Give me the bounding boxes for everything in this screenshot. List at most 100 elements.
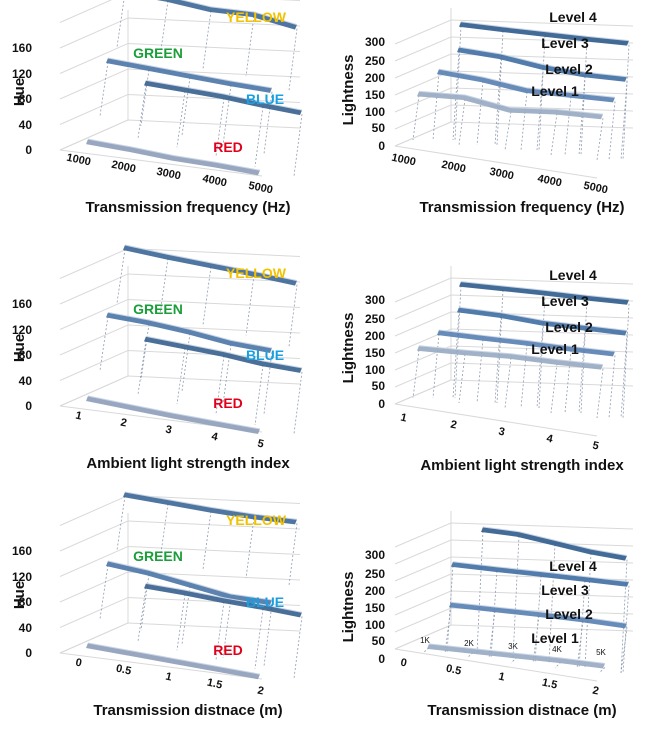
- y-tick-label: 0: [25, 143, 32, 157]
- drop-line: [596, 118, 604, 161]
- y-tick-label: 300: [365, 548, 385, 562]
- series-highlight: [418, 90, 604, 115]
- drop-line: [622, 303, 630, 419]
- x-tick-label: 4: [210, 431, 219, 444]
- series-label-level-4: Level 4: [549, 267, 597, 283]
- drop-line: [598, 667, 606, 674]
- y-tick-label: 120: [12, 67, 32, 81]
- series-highlight: [124, 244, 298, 282]
- chart-svg: 0 50 100 150 200 250 300 0 0.5 1 1.5 2 1K 2K 3K 4K 5K Lev…: [340, 511, 634, 719]
- x-tick-label: 5000: [247, 180, 273, 197]
- depth-tick-label: 2K: [464, 639, 474, 648]
- series-highlight: [107, 560, 273, 601]
- series-ribbon-yellow: [156, 0, 297, 30]
- drop-line: [496, 30, 504, 146]
- y-tick-label: 0: [25, 399, 32, 413]
- y-tick-label: 300: [365, 293, 385, 307]
- drop-line: [620, 334, 628, 419]
- y-tick-label: 100: [365, 105, 385, 119]
- axis-frame: [394, 403, 598, 437]
- y-axis-title: Hue: [11, 581, 28, 609]
- x-tick-label: 0: [399, 657, 407, 670]
- drop-line: [512, 535, 520, 659]
- x-tick-label: 4: [545, 433, 554, 446]
- series-label-blue: BLUE: [246, 347, 284, 363]
- series-ribbon-level-4: [459, 21, 629, 46]
- x-tick-label: 3000: [155, 166, 181, 183]
- axis-frame: [394, 8, 452, 147]
- x-tick-label: 2: [119, 417, 127, 430]
- x-axis-title: Transmission distnace (m): [93, 702, 282, 719]
- drop-line: [181, 77, 191, 136]
- drop-line: [538, 294, 546, 409]
- drop-line: [578, 580, 586, 669]
- x-tick-label: 0.5: [115, 663, 132, 678]
- drop-line: [622, 44, 630, 161]
- series-ribbon-yellow: [123, 245, 297, 286]
- series-ribbon-green: [106, 58, 272, 93]
- lightness-vs-ambient-light-chart: 0 50 100 150 200 250 300 1 2 3 4 5 Level 4 Level 3 Lev…: [333, 248, 665, 495]
- drop-line: [263, 603, 273, 667]
- y-tick-label: 150: [365, 601, 385, 615]
- series-highlight: [460, 281, 630, 301]
- series-label-level-3: Level 3: [541, 293, 589, 309]
- series-highlight: [438, 329, 616, 352]
- series-label-level-1: Level 1: [531, 341, 579, 357]
- series-highlight: [452, 561, 630, 583]
- drop-line: [490, 570, 498, 659]
- drop-line: [520, 344, 528, 409]
- plot-area: 0 50 100 150 200 250 300 1 2 3 4 5 Level 4 Level 3 Lev…: [365, 266, 634, 453]
- series-ribbon-level-4: [481, 527, 627, 561]
- series-ribbon-level-2: [437, 69, 615, 103]
- drop-line: [140, 69, 150, 126]
- y-tick-label: 0: [378, 652, 385, 666]
- x-tick-label: 1000: [65, 152, 91, 169]
- y-tick-label: 0: [25, 646, 32, 660]
- drop-line: [116, 248, 126, 304]
- drop-line: [496, 289, 504, 404]
- y-tick-label: 50: [372, 121, 386, 135]
- series-highlight: [428, 643, 606, 664]
- gridline: [394, 121, 634, 147]
- drop-line: [215, 355, 225, 414]
- drop-line: [578, 76, 586, 156]
- series-label-level-4: Level 4: [549, 558, 597, 574]
- drop-line: [137, 340, 147, 395]
- drop-line: [99, 564, 109, 620]
- drop-line: [140, 323, 150, 381]
- drop-line: [176, 594, 186, 651]
- drop-line: [432, 333, 440, 399]
- drop-line: [159, 503, 169, 560]
- series-label-blue: BLUE: [246, 91, 284, 107]
- plot-area: 0 50 100 150 200 250 300 0 0.5 1 1.5 2 1K 2K 3K 4K 5K Lev…: [365, 511, 634, 698]
- x-tick-label: 0.5: [445, 663, 462, 678]
- drop-line: [476, 81, 484, 146]
- drop-line: [494, 57, 502, 146]
- y-tick-label: 120: [12, 570, 32, 584]
- series-highlight: [482, 526, 628, 557]
- series-ribbon-level-1: [427, 643, 605, 669]
- drop-line: [181, 333, 191, 392]
- y-tick-label: 150: [365, 88, 385, 102]
- axis-frame: [59, 266, 129, 407]
- series-highlight: [418, 345, 604, 366]
- x-tick-label: 1.5: [541, 677, 558, 692]
- drop-line: [564, 350, 572, 414]
- x-tick-label: 1: [164, 671, 172, 684]
- drop-line: [140, 574, 150, 631]
- drop-line: [116, 0, 125, 48]
- series-highlight: [438, 68, 616, 98]
- drop-line: [288, 284, 298, 347]
- y-tick-label: 120: [12, 323, 32, 337]
- y-tick-label: 250: [365, 567, 385, 581]
- y-tick-label: 50: [372, 379, 386, 393]
- hue-vs-ambient-light-chart: 0 40 80 120 160 1 2 3 4 5 YELLOW GREEN BLUE RED Ambien…: [0, 244, 332, 495]
- drop-line: [99, 316, 109, 371]
- drop-line: [116, 495, 126, 551]
- series-label-level-3: Level 3: [541, 35, 589, 51]
- series-label-red: RED: [213, 395, 243, 411]
- drop-line: [454, 285, 462, 399]
- drop-line: [202, 10, 212, 69]
- series-ribbon-blue: [144, 336, 302, 373]
- drop-line: [620, 559, 628, 674]
